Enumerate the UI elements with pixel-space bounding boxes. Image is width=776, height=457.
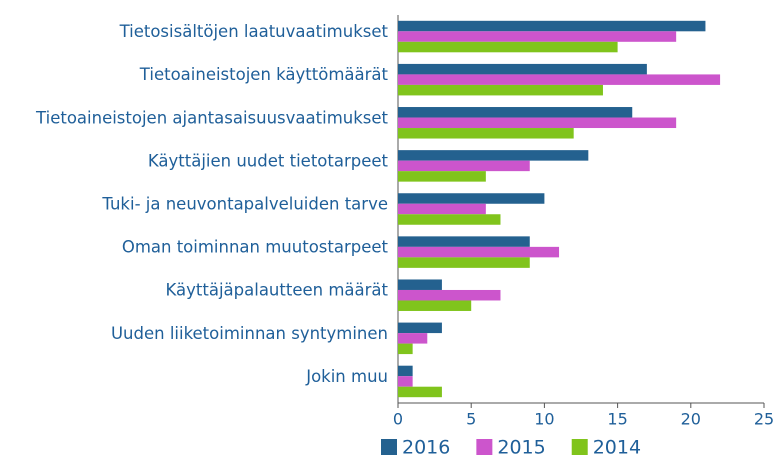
bar (398, 171, 486, 182)
x-tick-label: 5 (466, 410, 476, 429)
bar (398, 63, 647, 75)
bar (398, 257, 530, 268)
category-label: Jokin muu (305, 367, 388, 386)
legend-swatch (476, 439, 493, 455)
bar (398, 246, 560, 258)
bar (398, 31, 677, 42)
bar (398, 74, 721, 85)
bar (398, 107, 633, 118)
category-label: Tietoaineistojen ajantasaisuusvaatimukse… (35, 108, 388, 127)
legend-label: 2014 (593, 437, 641, 457)
x-tick-label: 15 (607, 410, 627, 429)
bar (398, 160, 530, 172)
bar (398, 150, 589, 161)
bar (398, 84, 603, 96)
x-tick-label: 0 (393, 410, 403, 429)
category-label: Uuden liiketoiminnan syntyminen (111, 324, 388, 343)
bar (398, 376, 413, 387)
x-tick-label: 25 (754, 410, 774, 429)
bar (398, 300, 472, 311)
bar (398, 365, 413, 377)
bar (398, 322, 442, 334)
x-tick-label: 10 (534, 410, 554, 429)
bar (398, 203, 486, 215)
bar (398, 128, 574, 139)
bar (398, 289, 501, 301)
bar (398, 41, 618, 53)
category-label: Tuki- ja neuvontapalveluiden tarve (101, 195, 388, 214)
bar (398, 333, 428, 344)
x-tick-label: 20 (681, 410, 701, 429)
category-label: Käyttäjien uudet tietotarpeet (148, 151, 389, 170)
bar (398, 386, 442, 398)
bar (398, 279, 442, 290)
bar (398, 343, 413, 355)
bar (398, 193, 545, 204)
legend-label: 2016 (402, 437, 450, 457)
legend-swatch (381, 439, 397, 455)
legend-swatch (571, 439, 588, 455)
category-label: Tietosisältöjen laatuvaatimukset (119, 22, 389, 41)
bar (398, 214, 501, 225)
bar (398, 20, 706, 32)
category-label: Tietoaineistojen käyttömäärät (139, 65, 389, 84)
bar (398, 236, 530, 247)
bar (398, 117, 677, 129)
category-label: Käyttäjäpalautteen määrät (166, 281, 389, 300)
legend-label: 2015 (497, 437, 545, 457)
category-label: Oman toiminnan muutostarpeet (122, 238, 389, 257)
